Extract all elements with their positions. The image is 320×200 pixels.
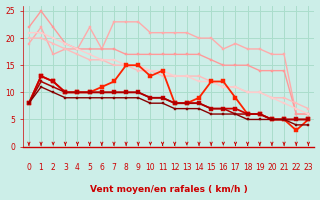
- X-axis label: Vent moyen/en rafales ( km/h ): Vent moyen/en rafales ( km/h ): [90, 185, 247, 194]
